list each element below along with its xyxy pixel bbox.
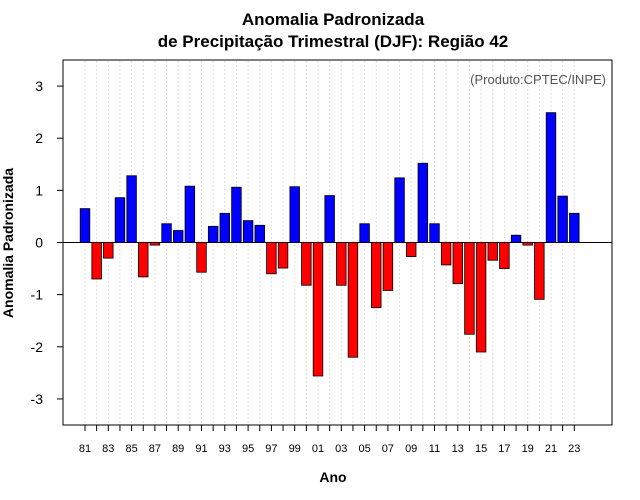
bar-1982 — [91, 242, 102, 280]
bar-1992 — [207, 225, 219, 243]
x-tick-label: 89 — [172, 443, 184, 455]
y-tick-label: 0 — [35, 235, 43, 251]
x-tick-label: 81 — [79, 443, 91, 455]
y-axis-label: Anomalia Padronizada — [0, 168, 16, 318]
bar-1987 — [149, 242, 161, 246]
y-tick-label: -1 — [31, 287, 44, 303]
bar-2019 — [522, 242, 533, 246]
bar-2022 — [557, 195, 568, 243]
bar-2017 — [499, 242, 510, 269]
x-tick-label: 11 — [429, 443, 440, 455]
y-tick-label: -3 — [31, 391, 44, 407]
bar-2000 — [301, 242, 312, 286]
bars — [79, 112, 580, 377]
x-tick-label: 03 — [335, 443, 347, 455]
x-tick-label: 21 — [545, 443, 557, 455]
bar-1985 — [126, 175, 137, 243]
x-tick-label: 91 — [195, 443, 207, 455]
y-tick-label: 1 — [35, 182, 43, 198]
bar-2004 — [347, 242, 359, 358]
bar-2020 — [534, 242, 545, 300]
x-axis-label: Ano — [319, 469, 346, 485]
bar-1983 — [103, 242, 114, 259]
bar-2011 — [429, 223, 440, 243]
bar-1997 — [266, 242, 277, 275]
x-tick-label: 13 — [452, 443, 464, 455]
x-tick-label: 83 — [102, 443, 114, 455]
x-tick-label: 05 — [358, 443, 370, 455]
bar-2006 — [371, 242, 382, 309]
bar-2009 — [405, 242, 417, 257]
x-tick-label: 85 — [125, 443, 137, 455]
bar-2021 — [545, 112, 557, 243]
x-tick-label: 19 — [522, 443, 534, 455]
chart-title: Anomalia Padronizada — [242, 10, 425, 29]
x-tick-label: 23 — [568, 443, 580, 455]
bar-1999 — [289, 186, 300, 243]
chart-subtitle: de Precipitação Trimestral (DJF): Região… — [158, 32, 509, 51]
bar-2007 — [382, 242, 394, 291]
bar-2016 — [487, 242, 498, 261]
bar-1981 — [79, 208, 91, 243]
bar-2014 — [464, 242, 475, 335]
bar-2023 — [569, 212, 580, 243]
credit-label: (Produto:CPTEC/INPE) — [470, 72, 606, 87]
bar-1986 — [138, 242, 149, 278]
bar-1988 — [161, 223, 172, 243]
bar-2002 — [324, 195, 335, 243]
x-tick-label: 95 — [242, 443, 254, 455]
bar-2018 — [510, 234, 522, 243]
bar-2008 — [394, 177, 405, 243]
x-axis: 81 83 85 87 89 91 93 95 97 99 01 03 05 07 09 11 13 15 17 19… — [79, 425, 580, 455]
bar-1998 — [277, 242, 289, 269]
x-tick-label: 01 — [312, 443, 324, 455]
x-tick-label: 09 — [405, 443, 417, 455]
x-tick-label: 87 — [149, 443, 161, 455]
y-tick-label: -2 — [31, 339, 44, 355]
y-tick-label: 3 — [35, 78, 43, 94]
bar-1994 — [231, 186, 242, 243]
y-axis: -3 -2 -1 0 1 2 3 — [31, 78, 63, 407]
bar-2003 — [336, 242, 347, 286]
bar-1993 — [219, 212, 231, 243]
x-tick-label: 97 — [265, 443, 277, 455]
bar-2013 — [452, 242, 464, 285]
bar-1991 — [196, 242, 207, 273]
bar-2015 — [475, 242, 487, 353]
bar-1995 — [242, 220, 254, 243]
x-tick-label: 15 — [475, 443, 487, 455]
bar-1996 — [254, 224, 265, 243]
bar-1984 — [114, 197, 126, 243]
y-tick-label: 2 — [35, 130, 43, 146]
x-tick-label: 93 — [219, 443, 231, 455]
bar-1990 — [184, 185, 196, 243]
x-tick-label: 07 — [382, 443, 394, 455]
bar-2005 — [359, 223, 370, 243]
x-tick-label: 17 — [498, 443, 510, 455]
bar-2012 — [440, 242, 452, 266]
bar-2010 — [417, 162, 429, 243]
bar-2001 — [312, 242, 324, 377]
x-tick-label: 99 — [289, 443, 301, 455]
bar-1989 — [172, 230, 184, 243]
